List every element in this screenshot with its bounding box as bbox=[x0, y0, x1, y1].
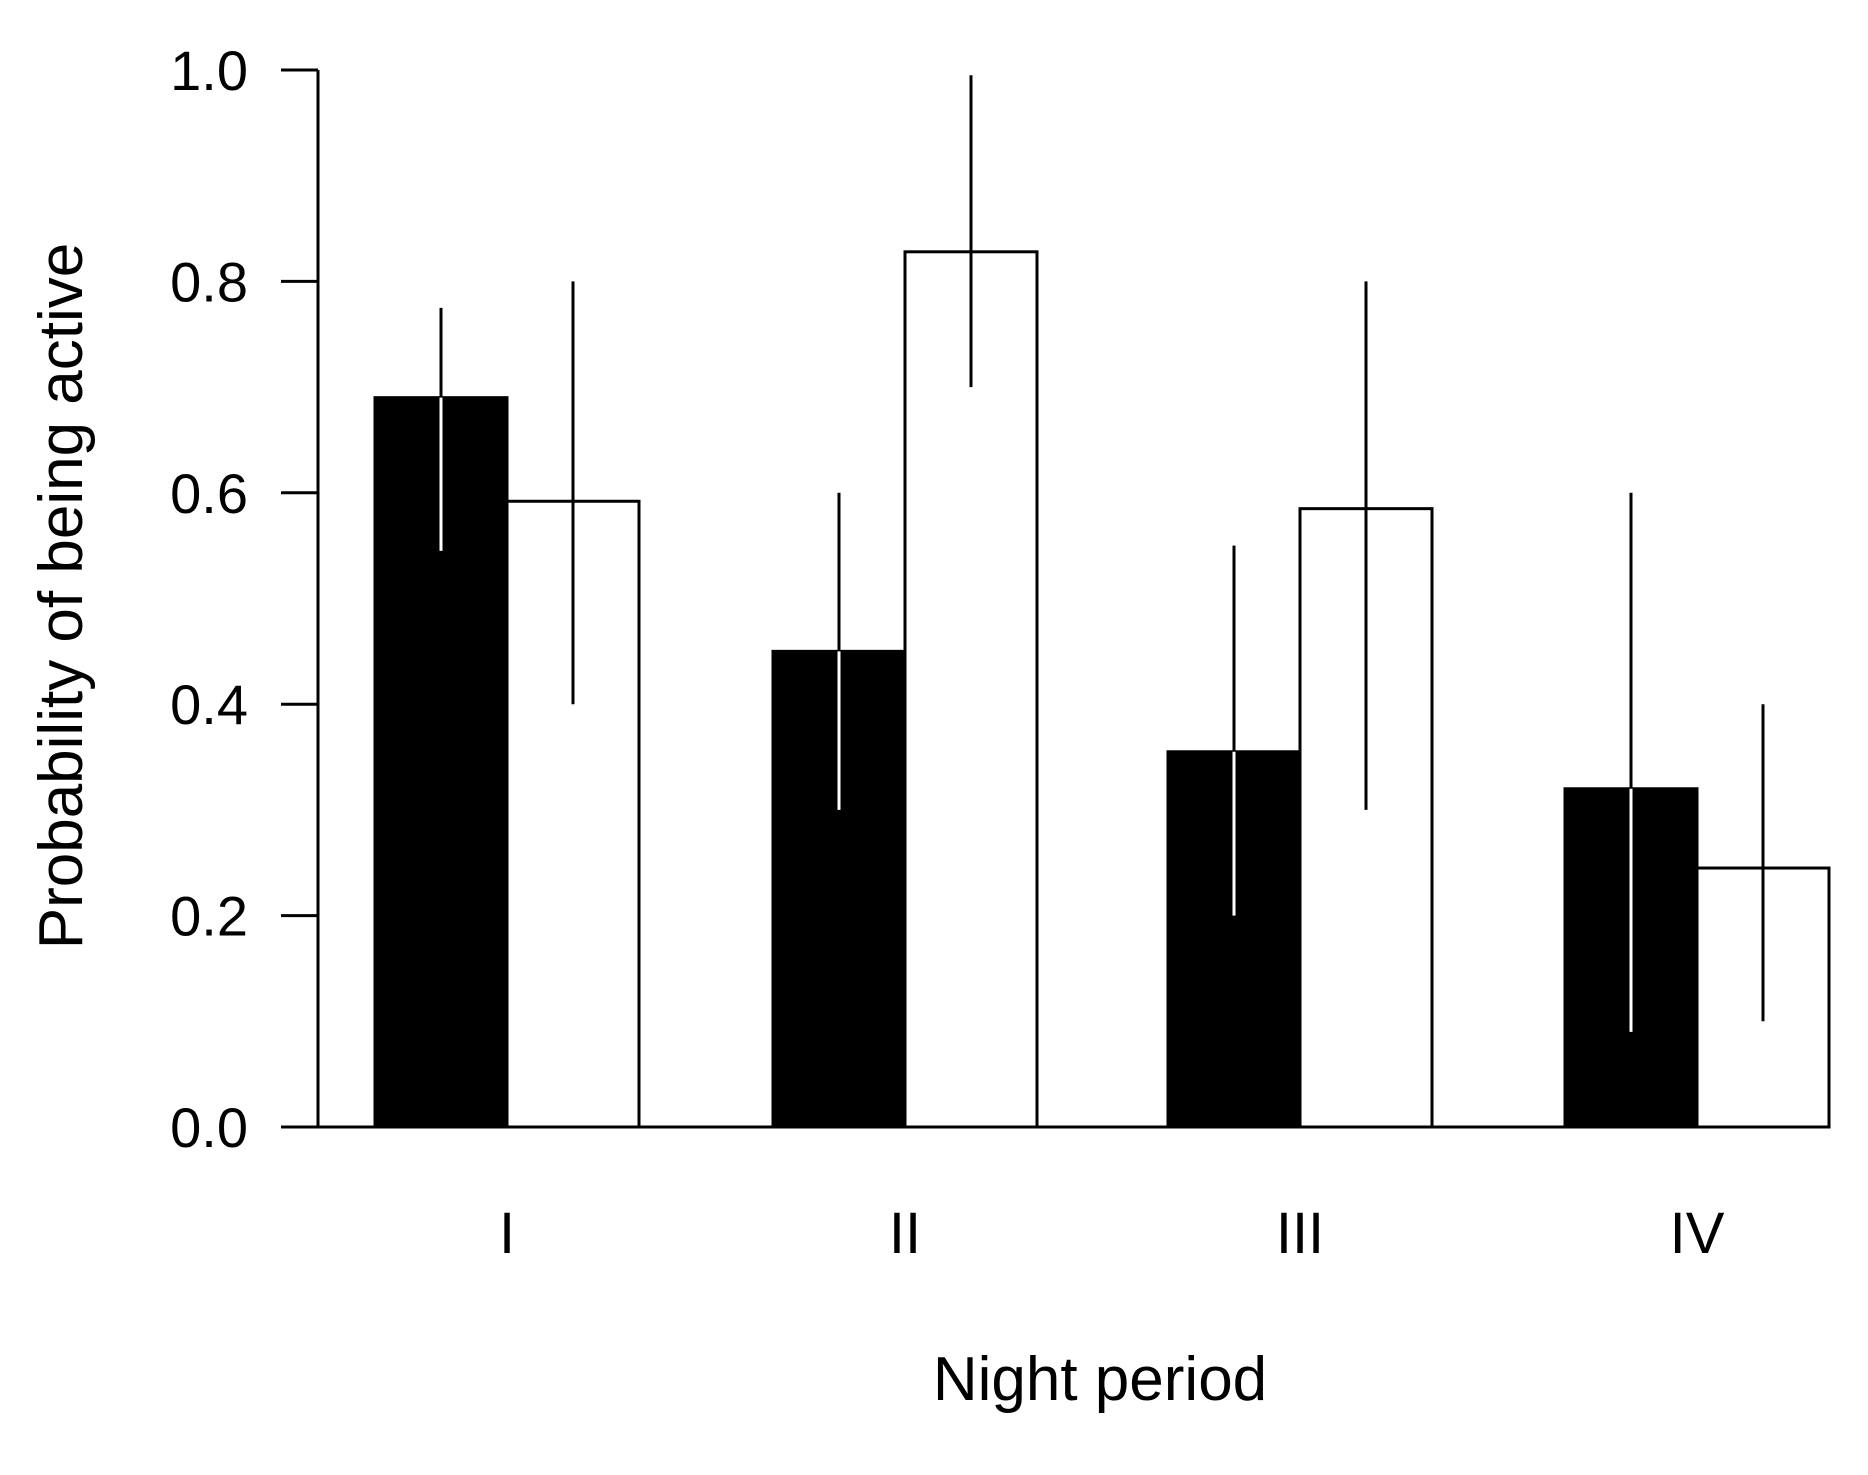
y-tick-label: 0.8 bbox=[170, 250, 248, 313]
bars bbox=[373, 250, 1831, 1129]
error-bars bbox=[439, 75, 1765, 1032]
x-tick-label-III: III bbox=[1276, 1201, 1324, 1266]
x-axis-title: Night period bbox=[933, 1345, 1267, 1414]
x-tick-label-I: I bbox=[499, 1201, 515, 1266]
y-ticks: 0.0 0.2 0.4 0.6 0.8 1.0 bbox=[170, 39, 318, 1159]
x-tick-labels: I II III IV bbox=[499, 1201, 1725, 1266]
x-tick-label-II: II bbox=[889, 1201, 921, 1266]
x-tick-label-IV: IV bbox=[1670, 1201, 1725, 1266]
y-tick-label: 0.0 bbox=[170, 1096, 248, 1159]
bar-II-series-2 bbox=[903, 250, 1039, 1129]
y-axis-title: Probability of being active bbox=[27, 243, 96, 950]
y-tick-label: 1.0 bbox=[170, 39, 248, 102]
y-tick-label: 0.2 bbox=[170, 885, 248, 948]
y-tick-label: 0.4 bbox=[170, 673, 248, 736]
y-tick-label: 0.6 bbox=[170, 462, 248, 525]
